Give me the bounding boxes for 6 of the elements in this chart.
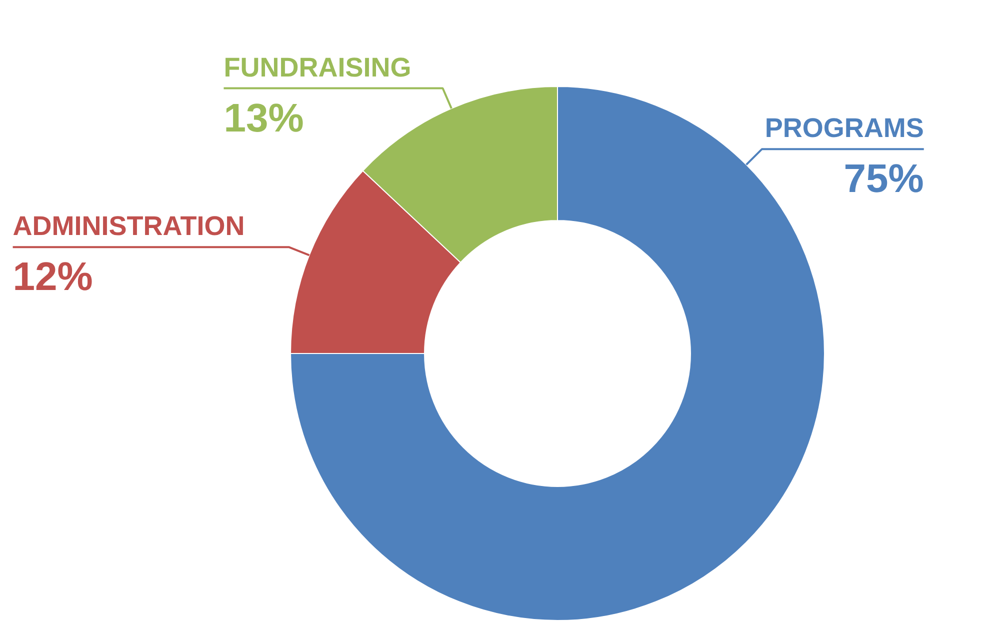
slice-label: ADMINISTRATION — [12, 211, 245, 242]
data-label: 13% — [224, 96, 304, 140]
slice-label: FUNDRAISING — [224, 52, 412, 82]
data-label: 12% — [12, 255, 93, 300]
slice-label: PROGRAMS — [764, 113, 924, 144]
data-label: 75% — [844, 157, 924, 202]
